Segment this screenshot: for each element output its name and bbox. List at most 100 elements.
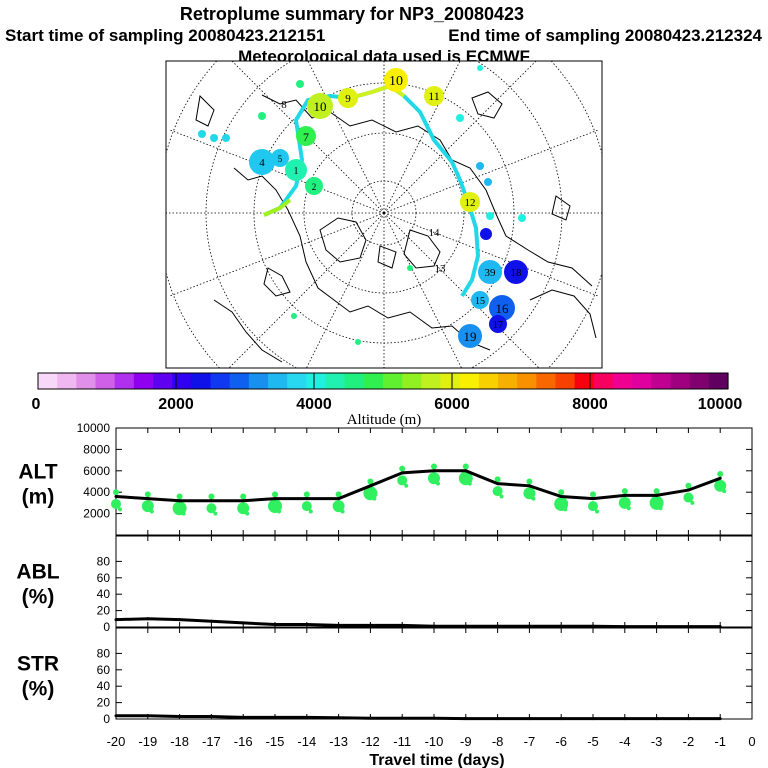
map-marker: 39 [478,260,502,284]
x-axis: -20 -19 -18 -17 -16 -15 -14 -13 -12 -11 -10 -9 -8 -7-… [107,734,756,768]
series-line-alt [115,469,721,503]
map-marker-circle [384,68,408,92]
series-point [368,484,372,488]
series-point [464,717,468,721]
series-point [718,476,722,480]
map-marker-circle [504,260,528,284]
map-marker-circle [355,339,361,345]
alt-spread-point [618,496,631,509]
series-point [273,623,277,627]
map-marker-label: 2 [312,182,317,192]
series-point [623,493,627,497]
alt-spread-point [690,500,695,505]
colorbar-cell [708,373,729,389]
series-point [209,619,213,623]
map-marker-circle [471,291,489,309]
map-marker-label: 10 [314,99,327,114]
colorbar-cell [344,373,365,389]
series-point [305,497,309,501]
y-tick-label: 40 [97,587,111,601]
y-tick-label: 8000 [83,442,110,456]
map-marker-circle [307,93,333,119]
map-marker: 4 [249,149,275,175]
series-point [432,469,436,473]
map-marker-circle [424,86,444,106]
map-marker: 11 [424,86,444,106]
map-marker-circle [271,149,289,167]
colorbar-cell [172,373,192,389]
map-marker-label: 11 [428,89,440,103]
alt-spread-point [563,507,568,512]
series-point [655,717,659,721]
map-marker-circle [480,228,492,240]
x-tick-label: -2 [683,734,695,749]
series-point [178,715,182,719]
x-tick-label: 0 [748,734,755,749]
alt-spread-point [149,509,154,514]
map-marker-circle [291,313,297,319]
alt-spread-point [141,500,154,513]
alt-spread-point [714,479,727,492]
colorbar-cell [651,373,672,389]
alt-spread-point [176,493,183,500]
series-point [527,624,531,628]
y-tick-label: 80 [97,554,111,568]
meridians [166,61,602,368]
map-marker: 14 [429,227,441,239]
panel-ylabel: ABL [16,561,59,584]
series-point [496,624,500,628]
map-marker-circle [305,177,323,195]
alt-spread-point [436,481,440,486]
alt-spread-point [335,491,342,498]
alt-spread-point [462,463,469,470]
alt-spread-point [558,489,565,496]
panel-ylabel-unit: (%) [22,586,55,609]
colorbar-cell [95,373,116,389]
map-marker-label: 13 [435,263,447,275]
alt-spread-point [113,489,119,496]
map-marker-label: 8 [281,99,287,111]
map-marker-circle [258,112,266,120]
map-marker-circle [198,130,206,138]
alt-spread-point [397,475,408,486]
coastlines [195,91,597,363]
map-marker-circle [460,192,480,212]
map-marker: 16 [489,295,515,321]
colorbar-cell [248,373,269,389]
colorbar-cell [114,373,135,389]
colorbar-cell [536,373,557,389]
colorbar-tick-label: 0 [32,396,41,413]
alt-spread-point [590,491,596,498]
x-tick-label: -14 [297,734,316,749]
x-tick-label: -17 [202,734,221,749]
panel-ylabel-unit: (m) [22,486,55,509]
alt-spread-point [653,488,660,495]
series-point [527,484,531,488]
series-point [337,623,341,627]
map-marker: 19 [458,324,482,348]
colorbar-cell [440,373,461,389]
alt-spread-point [240,493,247,500]
alt-spread-point [499,494,504,499]
colorbar-cell [574,373,595,389]
alt-spread-point [722,489,727,494]
colorbar-cell [613,373,633,389]
figure-title: Retroplume summary for NP3_20080423 [180,4,524,24]
map-marker-circle [407,265,413,271]
map-marker-label: 16 [496,301,510,316]
series-point [432,624,436,628]
y-tick-label: 6000 [83,464,110,478]
map-marker-label: 19 [464,329,477,344]
x-tick-label: -15 [266,734,285,749]
y-tick-label: 10000 [77,421,111,435]
x-tick-label: -10 [425,734,444,749]
series-point [496,717,500,721]
y-tick-label: 60 [97,571,111,585]
x-tick-label: -8 [492,734,504,749]
x-tick-label: -19 [138,734,157,749]
colorbar-cell [287,373,307,389]
alt-spread-point [303,491,310,498]
x-tick-label: -3 [651,734,663,749]
alt-spread-point [144,491,151,498]
